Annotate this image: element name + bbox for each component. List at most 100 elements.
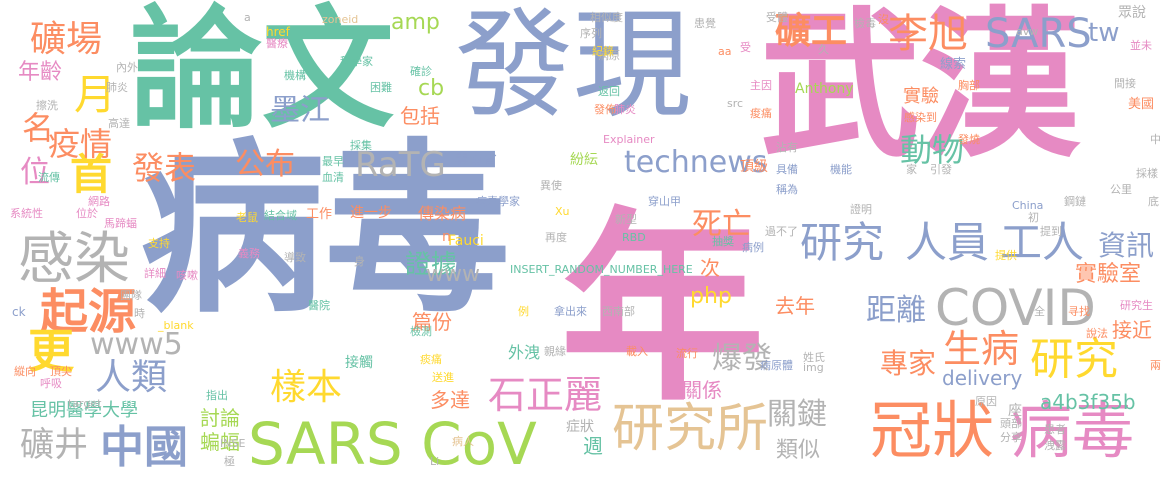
- word-aa: aa: [718, 45, 732, 58]
- word-covid: COVID: [935, 279, 1096, 337]
- word-tidao: 提到: [1040, 225, 1062, 238]
- word-faxian: 發現: [455, 0, 692, 134]
- word-zhuanjia: 專家: [880, 347, 937, 380]
- word-china: China: [1012, 199, 1044, 212]
- word-zuizao: 最早: [322, 155, 344, 168]
- word-liuxing: 流行: [676, 347, 698, 360]
- word-rbd: RBD: [622, 231, 646, 244]
- word-yiwu: 義務: [238, 247, 260, 260]
- word-ji: 極: [224, 455, 235, 468]
- word-feiyan: 肺炎: [614, 103, 636, 116]
- word-choujiang: 抽獎: [712, 235, 734, 248]
- word-wuhan: 武漢: [760, 0, 1081, 179]
- word-xiongbu: 胸部: [958, 79, 980, 92]
- word-guanxi: 關係: [682, 378, 722, 402]
- word-lixu: 李旭: [888, 11, 968, 57]
- word-neiwai: 內外: [116, 61, 138, 74]
- word-nachulai: 拿出來: [554, 305, 587, 318]
- word-zhengming: 證明: [850, 203, 872, 216]
- word-xueqing: 血清: [322, 171, 344, 184]
- word-sars: SARS: [985, 11, 1092, 57]
- word-xielou: 洩露: [1044, 439, 1066, 452]
- word-www: www: [426, 262, 480, 287]
- word-laoshu: 老鼠: [236, 211, 258, 224]
- word-target: target: [68, 397, 102, 410]
- word-inse: INSE: [220, 437, 246, 450]
- word-jinyibu: 進一步: [350, 205, 392, 221]
- word-shou: 首: [70, 150, 113, 199]
- word-tigong: 提供: [995, 249, 1017, 262]
- word-a: a: [244, 11, 251, 24]
- word-a4b3f35b: a4b3f35b: [1040, 390, 1136, 414]
- word-yiliao: 醫療: [266, 37, 288, 50]
- word-n: n: [442, 229, 451, 245]
- word-jiejin: 接近: [1112, 318, 1152, 342]
- word-bingduxuejia: 病毒學家: [476, 195, 520, 208]
- word-bingdu-small: 病毒: [1010, 394, 1135, 467]
- word-yinfa: 引發: [930, 163, 952, 176]
- word-zhichi: 支持: [148, 237, 170, 250]
- word-duoda: 多達: [430, 388, 470, 412]
- word-qunian: 去年: [775, 294, 815, 318]
- word-jiandu: 檢毒: [854, 17, 876, 30]
- word-zongxiang: 縱向: [14, 365, 36, 378]
- word-zoneid: zoneid: [322, 13, 359, 26]
- word-zhongguo: 中國: [100, 422, 188, 473]
- word-gaoda: 高達: [108, 117, 130, 130]
- word-wei: 位: [20, 155, 50, 190]
- word-suantong: 痠痛: [750, 107, 772, 120]
- word-yanjiu-blue: 研究: [800, 218, 885, 267]
- word-mateifu: 馬蹄蝠: [104, 217, 137, 230]
- word-weiyu: 位於: [76, 207, 98, 220]
- word-bingyuanti: 病原體: [760, 359, 793, 372]
- word-tw: tw: [1088, 18, 1120, 48]
- word-nian: 年: [560, 191, 765, 429]
- word-amp: amp: [391, 10, 440, 35]
- word-xiangsidu: 相似度: [590, 11, 623, 24]
- word-bingyuan: 病原: [598, 49, 620, 62]
- word-zixun: 資訊: [1098, 229, 1155, 262]
- word-toubu: 頭部: [1000, 417, 1022, 430]
- word-chu: 初: [1028, 211, 1039, 224]
- word-jiu: 久: [818, 43, 829, 56]
- word-bingli: 病例: [742, 241, 764, 254]
- word-taolun: 討論: [200, 406, 240, 430]
- word-yunnansheng: 雲南省: [455, 152, 497, 168]
- word-technews: technews: [624, 145, 768, 180]
- word-ratg: RaTG: [355, 145, 446, 185]
- word-xinxing: 新型: [615, 213, 637, 226]
- word-fabu: 發佈: [594, 103, 616, 116]
- word-shuofa: 說法: [1086, 327, 1108, 340]
- word-jiance: 檢測: [410, 325, 432, 338]
- word-waixie: 外洩: [508, 343, 541, 362]
- word-renlei: 人類: [95, 357, 168, 398]
- word-kunnan: 困難: [370, 81, 392, 94]
- word-nianling: 年齡: [18, 60, 63, 85]
- word-chuanshanjia: 穿山甲: [648, 195, 681, 208]
- word-shen: 身: [354, 255, 365, 268]
- word-shiyanshi: 實驗室: [1075, 262, 1142, 287]
- word-chengwei: 稱為: [776, 183, 798, 196]
- word-yiyuan: 醫院: [308, 299, 330, 312]
- word-mei: 沒: [878, 13, 889, 26]
- word-shouti: 受體: [766, 11, 788, 24]
- word-xiangxi: 詳細: [144, 267, 166, 280]
- word-zuo: 座: [1008, 403, 1022, 419]
- word-dingjian: 頂尖: [50, 365, 72, 378]
- word-shengbing: 生病: [943, 327, 1020, 371]
- word-feiyan2: 肺炎: [106, 81, 128, 94]
- word-tuandui: 團隊: [120, 289, 142, 302]
- word-ci: 次: [700, 256, 720, 280]
- word-shou: 受: [740, 41, 751, 54]
- word-quan: 全: [1034, 305, 1045, 318]
- word-img: img: [803, 361, 824, 374]
- word-ganglian: 鋼鏈: [1064, 195, 1086, 208]
- word-shizhengli: 石正麗: [488, 373, 603, 417]
- word-zhong: 中: [1150, 133, 1161, 146]
- word-dingji: 頂級: [740, 159, 768, 175]
- word-href: href: [266, 25, 290, 39]
- word-kesou: 咳嗽: [176, 269, 198, 282]
- word-kuangchang: 礦場: [30, 19, 103, 60]
- word-xunzhao: 寻找: [1068, 305, 1090, 318]
- word-zhichu: 指出: [206, 389, 228, 402]
